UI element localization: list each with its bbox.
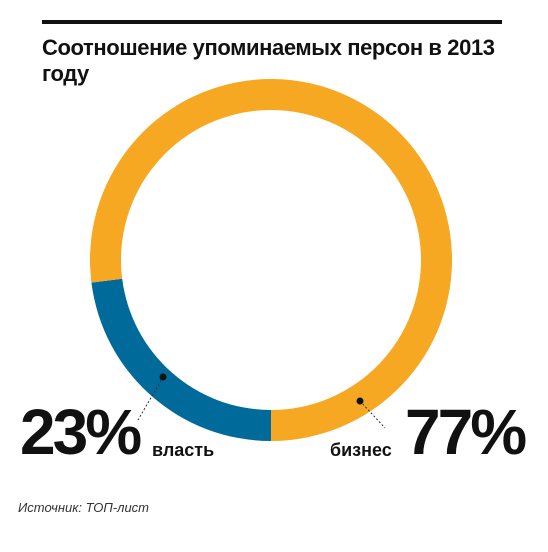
slice-label-vlast: власть: [152, 440, 215, 460]
leader-line-0: [137, 376, 164, 421]
top-rule: [42, 20, 502, 24]
leader-lines-group: [137, 373, 386, 429]
donut-slice-0: [91, 278, 271, 441]
slice-value-vlast: 23%: [20, 396, 142, 468]
leader-dot-1: [356, 397, 364, 405]
leader-dot-0: [159, 373, 167, 381]
source-note: Источник: ТОП-лист: [18, 500, 150, 515]
slices-group: [90, 78, 453, 441]
slice-value-biznes: 77%: [405, 396, 527, 468]
chart-title: Соотношение упоминаемых персон в 2013 го…: [42, 35, 495, 86]
slice-label-biznes: бизнес: [330, 440, 392, 460]
